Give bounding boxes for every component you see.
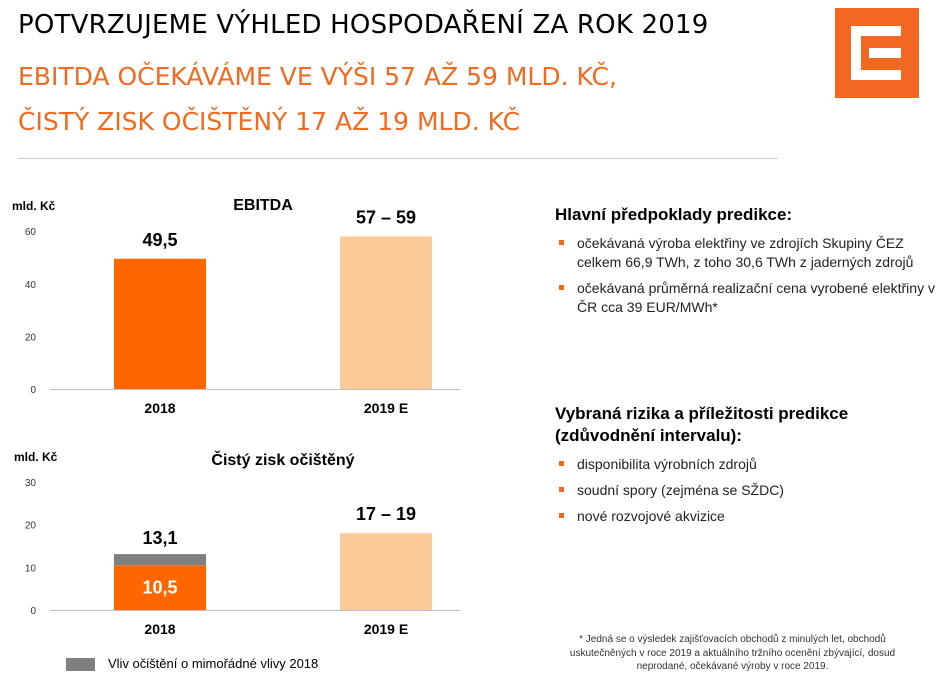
data-label: 17 – 19 [356, 504, 416, 524]
page-title: POTVRZUJEME VÝHLED HOSPODAŘENÍ ZA ROK 20… [18, 10, 709, 40]
y-tick-label: 10 [25, 563, 37, 574]
net-income-chart: mld. Kč Čistý zisk očištěný 0 10 20 30 2018 201… [14, 450, 460, 637]
page-subtitle-line-2: ČISTÝ ZISK OČIŠTĚNÝ 17 AŽ 19 MLD. KČ [18, 107, 521, 136]
x-tick-label: 2019 E [364, 621, 408, 637]
risks-section: Vybraná rizika a příležitosti predikce (… [555, 403, 935, 533]
header-divider [18, 158, 778, 159]
assumptions-heading: Hlavní předpoklady predikce: [555, 205, 793, 224]
bullet-square-icon [559, 285, 564, 290]
list-item: nové rozvojové akvizice [555, 507, 935, 526]
chart-title: Čistý zisk očištěný [211, 450, 354, 469]
x-tick-label: 2019 E [364, 400, 408, 416]
y-tick-label: 0 [30, 606, 36, 617]
list-item: očekávaná průměrná realizační cena vyrob… [555, 279, 935, 317]
data-label: 49,5 [142, 230, 177, 250]
footnote: * Jedná se o výsledek zajišťovacích obch… [569, 634, 896, 672]
y-axis-label: mld. Kč [14, 450, 58, 464]
bar-segment [114, 565, 206, 610]
bar [340, 236, 432, 389]
data-label-inside: 10,5 [142, 578, 177, 598]
ebitda-chart: mld. Kč EBITDA 0 20 40 60 2018 2019 E 49,5 57 – 5… [12, 197, 460, 416]
bullet-square-icon [559, 513, 564, 518]
x-tick-label: 2018 [144, 621, 175, 637]
bar-segment [340, 533, 432, 610]
data-label-total: 13,1 [142, 528, 177, 548]
y-axis-label: mld. Kč [12, 199, 56, 213]
list-item: soudní spory (zejména se SŽDC) [555, 481, 935, 500]
list-item: disponibilita výrobních zdrojů [555, 455, 935, 474]
legend-label: Vliv očištění o mimořádné vlivy 2018 [108, 656, 319, 671]
bullet-square-icon [559, 487, 564, 492]
data-label: 57 – 59 [356, 207, 416, 227]
cez-logo-mark-icon [851, 26, 901, 80]
legend-swatch-adjustment [66, 658, 95, 671]
assumptions-list: očekávaná výroba elektřiny ve zdrojích S… [555, 234, 935, 317]
assumptions-section: Hlavní předpoklady predikce: očekávaná v… [555, 204, 935, 324]
chart-title: EBITDA [233, 197, 293, 214]
page-subtitle-line-1: EBITDA OČEKÁVÁME VE VÝŠI 57 AŽ 59 MLD. K… [18, 62, 617, 91]
y-tick-label: 20 [25, 332, 37, 343]
y-tick-label: 60 [25, 227, 37, 238]
y-tick-label: 40 [25, 280, 37, 291]
bullet-square-icon [559, 461, 564, 466]
bullet-square-icon [559, 240, 564, 245]
cez-logo [835, 8, 919, 98]
x-tick-label: 2018 [144, 400, 175, 416]
bar-segment-adjustment [114, 554, 206, 566]
bar [114, 258, 206, 389]
risks-list: disponibilita výrobních zdrojů soudní sp… [555, 455, 935, 526]
y-tick-label: 30 [25, 478, 37, 489]
risks-heading: Vybraná rizika a příležitosti predikce (… [555, 404, 849, 445]
y-tick-label: 20 [25, 521, 37, 532]
y-tick-label: 0 [30, 385, 36, 396]
list-item: očekávaná výroba elektřiny ve zdrojích S… [555, 234, 935, 272]
